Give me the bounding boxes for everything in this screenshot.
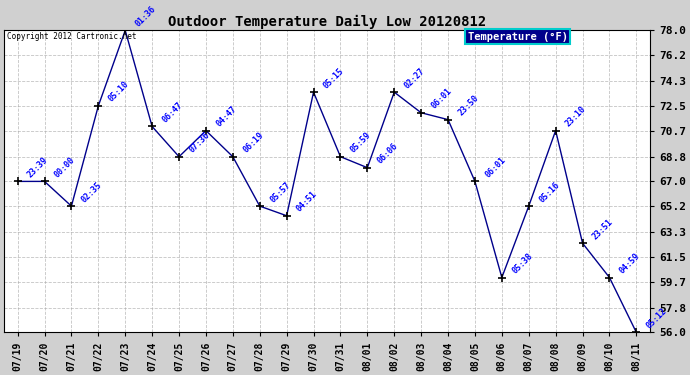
Text: 06:19: 06:19: [241, 130, 265, 154]
Text: 06:01: 06:01: [429, 87, 453, 111]
Text: 06:01: 06:01: [483, 155, 507, 179]
Text: 23:50: 23:50: [456, 93, 480, 117]
Text: 05:57: 05:57: [268, 180, 292, 204]
Text: 04:51: 04:51: [295, 189, 319, 213]
Text: 05:38: 05:38: [510, 251, 534, 275]
Text: 01:36: 01:36: [134, 4, 157, 28]
Text: 02:27: 02:27: [402, 66, 426, 90]
Text: 05:10: 05:10: [107, 80, 130, 104]
Text: Copyright 2012 Cartronic.net: Copyright 2012 Cartronic.net: [8, 32, 137, 41]
Text: 00:00: 00:00: [53, 155, 77, 179]
Title: Outdoor Temperature Daily Low 20120812: Outdoor Temperature Daily Low 20120812: [168, 15, 486, 29]
Text: 05:15: 05:15: [322, 66, 346, 90]
Text: 04:59: 04:59: [618, 251, 642, 275]
Text: 04:47: 04:47: [215, 104, 238, 128]
Text: 05:59: 05:59: [348, 130, 373, 154]
Text: Temperature (°F): Temperature (°F): [468, 32, 568, 42]
Text: 23:51: 23:51: [591, 217, 615, 241]
Text: 23:39: 23:39: [26, 155, 50, 179]
Text: 05:12: 05:12: [644, 306, 669, 330]
Text: 07:36: 07:36: [188, 130, 211, 154]
Text: 02:35: 02:35: [80, 180, 104, 204]
Text: 05:16: 05:16: [537, 180, 561, 204]
Text: 06:47: 06:47: [161, 100, 184, 124]
Text: 06:06: 06:06: [375, 141, 400, 165]
Text: 23:10: 23:10: [564, 104, 588, 128]
